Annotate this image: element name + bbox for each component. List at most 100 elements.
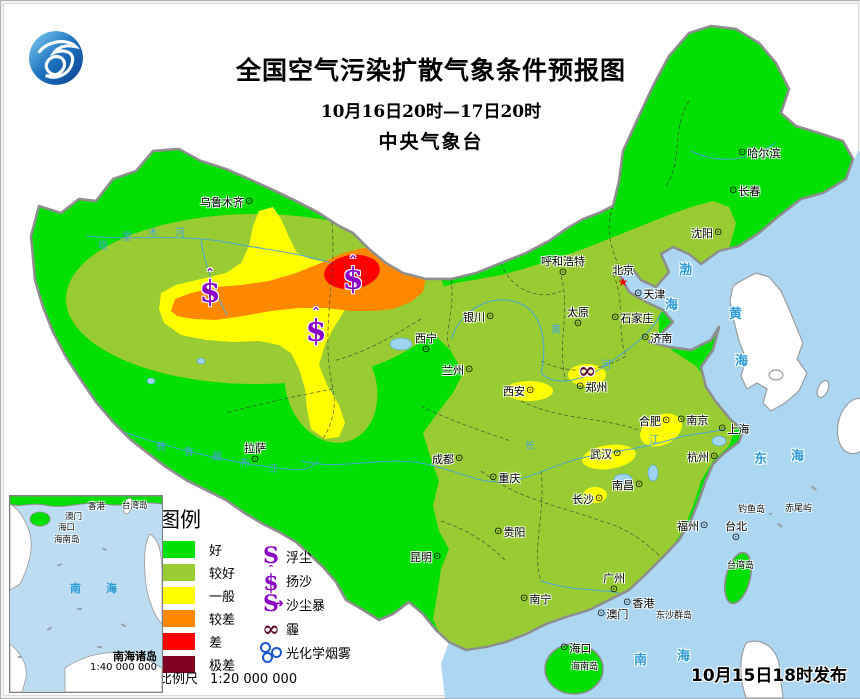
city-marker: ⊙ 济南 — [640, 332, 672, 345]
legend-title: 图例 — [159, 508, 201, 532]
release-time: 10月15日18时发布 — [691, 666, 847, 686]
river-label: 江 — [268, 464, 278, 475]
river-label: 塔 — [98, 241, 108, 252]
city-marker: ⊙ 贵阳 — [493, 526, 525, 539]
city-marker: 呼和浩特 ⊙ — [541, 256, 585, 278]
legend-symbol-label: 浮尘 — [286, 550, 313, 566]
city-circle-marker: ⊙ — [494, 526, 503, 537]
city-circle-marker: ⊙ — [455, 453, 464, 464]
river-label: 木 — [148, 228, 158, 239]
city-circle-marker: ⊙ — [738, 147, 747, 158]
city-circle-marker: ⊙ — [489, 472, 498, 483]
city-circle-marker: ⊙ — [677, 414, 686, 425]
city-label: 长春 — [738, 184, 761, 198]
city-circle-marker: ⊙ — [609, 584, 619, 595]
city-marker: ⊙ 海口 — [559, 642, 591, 655]
chiwei-islet — [797, 505, 800, 507]
city-circle-marker: ⊙ — [634, 288, 643, 299]
legend-level-label: 好 — [209, 543, 223, 559]
city-circle-marker: ⊙ — [714, 227, 723, 238]
city-label: 昆明 — [410, 550, 432, 564]
city-marker: 昆明 ⊙ — [410, 551, 442, 564]
legend-symbol-row: 光化学烟雾 — [256, 640, 366, 664]
city-circle-marker: ⊙ — [250, 454, 260, 465]
legend-symbol-row: S 浮尘 — [256, 544, 366, 568]
city-marker: 银川 ⊙ — [463, 311, 495, 324]
legend-symbols: S 浮尘 ˆ $ 扬沙 S → 沙尘暴 ∞ 霾光化学烟雾 — [256, 544, 366, 664]
inset-place-label: 澳门 — [65, 512, 83, 522]
city-circle-marker: ⊙ — [613, 448, 622, 459]
city-label: 乌鲁木齐 — [200, 195, 244, 209]
city-marker: 南昌 ⊙ — [612, 479, 644, 492]
sea-label: 海 — [665, 298, 679, 313]
city-circle-marker: ⊙ — [662, 415, 671, 426]
korea-landmass — [729, 272, 808, 412]
legend-color-swatch — [159, 609, 195, 627]
city-label: 银川 — [463, 310, 485, 324]
island-label: 钓鱼岛 — [738, 505, 766, 515]
hainan-island — [544, 643, 604, 695]
city-circle-marker: ⊙ — [433, 551, 442, 562]
legend-level-label: 极差 — [209, 658, 236, 674]
mai-icon: ∞ — [262, 615, 280, 641]
river-label: 布 — [240, 458, 250, 469]
city-circle-marker: ⊙ — [486, 311, 495, 322]
river-label: 里 — [122, 232, 132, 243]
inset-sea-label: 南 — [70, 582, 81, 595]
city-marker: ⊙ 澳门 — [596, 608, 628, 621]
legend-symbol-row: S → 沙尘暴 — [256, 592, 366, 616]
city-circle-marker: ⊙ — [710, 451, 719, 462]
legend-level-row: 一般 — [159, 584, 359, 606]
legend-levels: 好较好一般较差差极差 — [159, 538, 359, 675]
city-circle-marker: ⊙ — [700, 520, 709, 531]
city-label: 合肥 — [639, 414, 661, 428]
legend-level-row: 差 — [159, 630, 359, 652]
city-circle-marker: ⊙ — [729, 185, 738, 196]
taiwan-island — [723, 551, 753, 605]
legend-level-label: 较差 — [209, 612, 236, 628]
city-label: 济南 — [650, 331, 673, 345]
river-label: 河 — [601, 360, 611, 371]
sea-label: 黄 — [729, 307, 743, 322]
ryukyu-islands — [751, 485, 817, 529]
blowing-sand-symbol: ˆ $ — [305, 304, 327, 349]
sea-label: 南 — [634, 653, 648, 668]
forecast-period: 10月16日20时—17日20时 — [320, 102, 542, 122]
river-label: 长 — [525, 441, 535, 452]
city-circle-marker: ⊙ — [520, 593, 529, 604]
city-label: 哈尔滨 — [747, 146, 781, 160]
city-label: 兰州 — [442, 363, 464, 377]
island-label: 海南岛 — [571, 662, 599, 672]
legend-level-row: 好 — [159, 538, 359, 560]
city-label: 香港 — [632, 596, 655, 610]
region-bad-core — [324, 254, 380, 290]
city-marker: 拉萨 ⊙ — [244, 443, 266, 465]
inset-place-label: 海南岛 — [54, 535, 80, 545]
rivers — [85, 142, 777, 594]
city-label: 广州 — [603, 572, 625, 585]
province-borders — [225, 100, 690, 582]
city-marker: 成都 ⊙ — [432, 453, 464, 466]
inset-malay — [10, 643, 27, 692]
city-marker: 合肥 ⊙ — [639, 415, 671, 428]
legend-symbol-label: 扬沙 — [286, 574, 313, 590]
blowing-sand-symbol: ˆ $ — [199, 265, 221, 310]
region-moderate-hefei — [640, 413, 682, 447]
south-china-sea-inset: 香港 台湾岛 澳门 海口 海南岛南 海 南海诸岛 1:40 000 000 — [9, 495, 163, 693]
city-marker: 台北 ⊙ — [725, 521, 747, 543]
legend-level-label: 较好 — [209, 566, 236, 582]
region-moderate-zhengzhou — [568, 364, 606, 386]
page-title: 全国空气污染扩散气象条件预报图 — [235, 56, 626, 85]
inset-map — [10, 496, 162, 692]
city-label: 长沙 — [572, 492, 594, 506]
city-circle-marker: ⊙ — [641, 332, 650, 343]
city-circle-marker: ⊙ — [465, 364, 474, 375]
legend-symbol-label: 霾 — [286, 622, 300, 638]
city-circle-marker: ⊙ — [597, 608, 606, 619]
legend: 图例 好较好 一般 较差差极差 S 浮尘 ˆ $ 扬沙 S → 沙尘暴 ∞ 霾光化学烟雾 比例尺 1:2… — [159, 504, 359, 687]
sea-label: 海 — [735, 354, 749, 369]
city-marker: 沈阳 ⊙ — [691, 227, 723, 240]
island-label: 台湾岛 — [727, 561, 755, 571]
city-label: 杭州 — [687, 450, 709, 464]
